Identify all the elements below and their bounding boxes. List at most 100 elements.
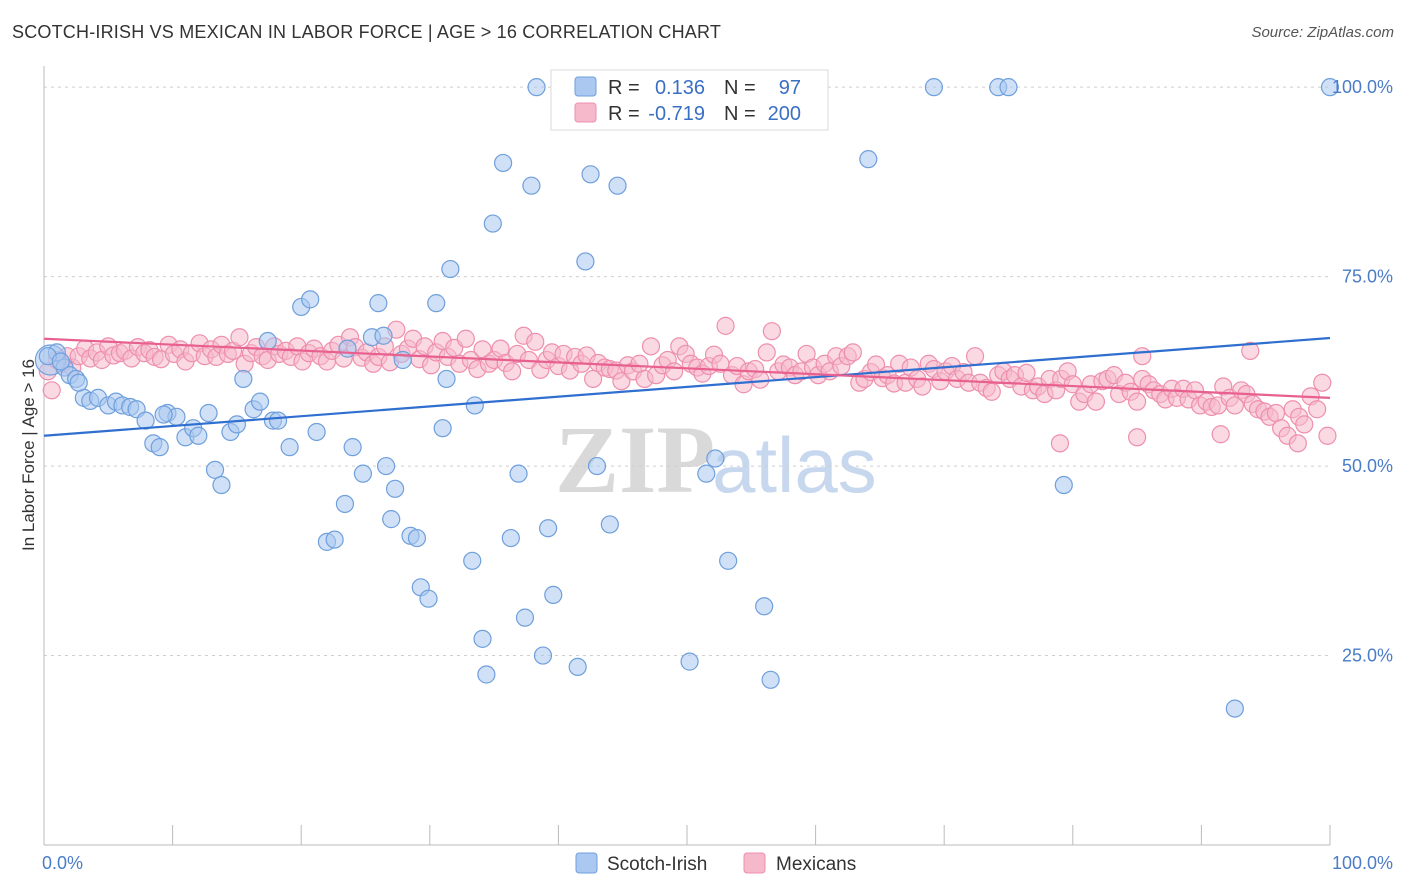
watermark: ZIP atlas (555, 406, 877, 513)
scotch-irish-point (527, 78, 546, 97)
scotch-irish-point (924, 78, 944, 97)
series-legend-swatch-scotch-irish (575, 852, 598, 874)
mexicans-point (1086, 392, 1106, 411)
mexicans-point (1063, 375, 1082, 394)
mexicans-point (612, 372, 631, 391)
trend-lines (43, 336, 1331, 437)
mexicans-point (503, 362, 522, 381)
legend-r-label-mexicans: R = (608, 103, 640, 125)
mexicans-point (1295, 415, 1314, 434)
legend-n-value-scotch-irish: 97 (779, 77, 801, 99)
scotch-irish-point (51, 352, 70, 371)
scotch-irish-point (205, 460, 225, 479)
scotch-irish-point (533, 646, 553, 665)
mexicans-point (1211, 425, 1230, 444)
scotch-irish-point (433, 419, 452, 438)
axes (43, 66, 1331, 846)
scotch-irish-point (369, 294, 388, 313)
legend-r-label-scotch-irish: R = (608, 77, 640, 99)
mexicans-point (641, 337, 661, 356)
mexicans-point (1050, 434, 1070, 453)
scotch-irish-point (1225, 699, 1244, 718)
scotch-irish-point (353, 464, 373, 483)
series-legend-label-mexicans: Mexicans (776, 854, 856, 875)
series-legend: Scotch-Irish Mexicans (575, 852, 856, 875)
scotch-irish-point (501, 528, 520, 548)
watermark-atlas: atlas (712, 421, 877, 509)
scotch-irish-point (385, 479, 405, 498)
scotch-irish-point (212, 475, 231, 495)
scotch-irish-point (1054, 475, 1073, 495)
mexicans-point (1127, 428, 1147, 447)
mexicans-point (1127, 392, 1147, 411)
scotch-irish-point (234, 369, 253, 389)
scotch-irish-point (258, 331, 277, 351)
mexicans-point (526, 332, 545, 351)
scotch-irish-point (227, 415, 246, 434)
legend-r-value-scotch-irish: 0.136 (655, 77, 705, 99)
scotch-irish-point (382, 510, 401, 529)
legend-swatch-scotch-irish (574, 76, 597, 97)
mexicans-point (1308, 400, 1327, 419)
scotch-irish-point (477, 665, 496, 684)
scotch-irish-point (483, 214, 502, 233)
scotch-irish-point (419, 589, 438, 608)
scotch-irish-point (154, 405, 173, 424)
scotch-irish-point (338, 339, 357, 358)
scotch-irish-point (463, 551, 482, 570)
chart-source: Source: ZipAtlas.com (1251, 24, 1394, 41)
scotch-irish-point (407, 528, 427, 548)
legend-n-label-scotch-irish: N = (724, 77, 756, 99)
mexicans-point (843, 343, 862, 362)
x-tick-labels: 0.0% 100.0% (42, 853, 1393, 873)
y-tick-label: 75.0% (1342, 267, 1393, 287)
series-legend-label-scotch-irish: Scotch-Irish (607, 854, 707, 875)
legend-frame (550, 69, 829, 131)
chart-title: SCOTCH-IRISH VS MEXICAN IN LABOR FORCE |… (12, 22, 722, 42)
scotch-irish-point (522, 176, 541, 195)
mexicans-point (965, 347, 985, 366)
scotch-irish-point (509, 464, 528, 483)
scotch-irish-point (335, 494, 355, 514)
mexicans-point (751, 370, 770, 389)
y-tick-label: 100.0% (1332, 77, 1393, 97)
scotch-irish-point (706, 449, 725, 468)
y-tick-labels: 25.0% 50.0% 75.0% 100.0% (1332, 77, 1393, 665)
x-tick-label-min: 0.0% (42, 853, 83, 873)
scotch-irish-point (427, 294, 446, 313)
scotch-irish-point (268, 411, 288, 430)
y-axis-label: In Labor Force | Age > 16 (19, 359, 38, 551)
scotch-irish-point (515, 608, 535, 627)
scotch-irish-point (719, 551, 738, 570)
mexicans-point (1133, 347, 1152, 366)
scotch-irish-point (301, 290, 320, 309)
legend-swatch-mexicans (574, 102, 597, 123)
watermark-zip: ZIP (555, 406, 715, 513)
scotch-irish-trend-line (43, 336, 1331, 437)
scotch-irish-point (69, 373, 88, 392)
scotch-irish-point (307, 422, 326, 442)
scotch-irish-point (150, 438, 169, 457)
scotch-irish-point (587, 456, 607, 476)
y-tick-label: 25.0% (1342, 646, 1393, 666)
scotch-irish-point (325, 530, 344, 549)
scotch-irish-point (539, 519, 558, 538)
scotch-irish-point (680, 652, 699, 671)
scotch-irish-points (34, 78, 1340, 718)
scotch-irish-point (544, 585, 563, 605)
scotch-irish-point (374, 326, 393, 345)
mexicans-point (1266, 403, 1286, 423)
mexicans-point (1313, 373, 1332, 392)
mexicans-point (913, 377, 932, 396)
mexicans-point (665, 362, 684, 381)
mexicans-point (716, 316, 735, 335)
mexicans-point (1017, 363, 1036, 382)
scotch-irish-point (465, 396, 484, 415)
legend-n-label-mexicans: N = (724, 103, 756, 125)
x-tick-label-max: 100.0% (1332, 853, 1393, 873)
y-tick-label: 50.0% (1342, 456, 1393, 476)
scotch-irish-point (494, 153, 513, 173)
scotch-irish-point (697, 464, 716, 483)
scotch-irish-point (280, 438, 299, 457)
